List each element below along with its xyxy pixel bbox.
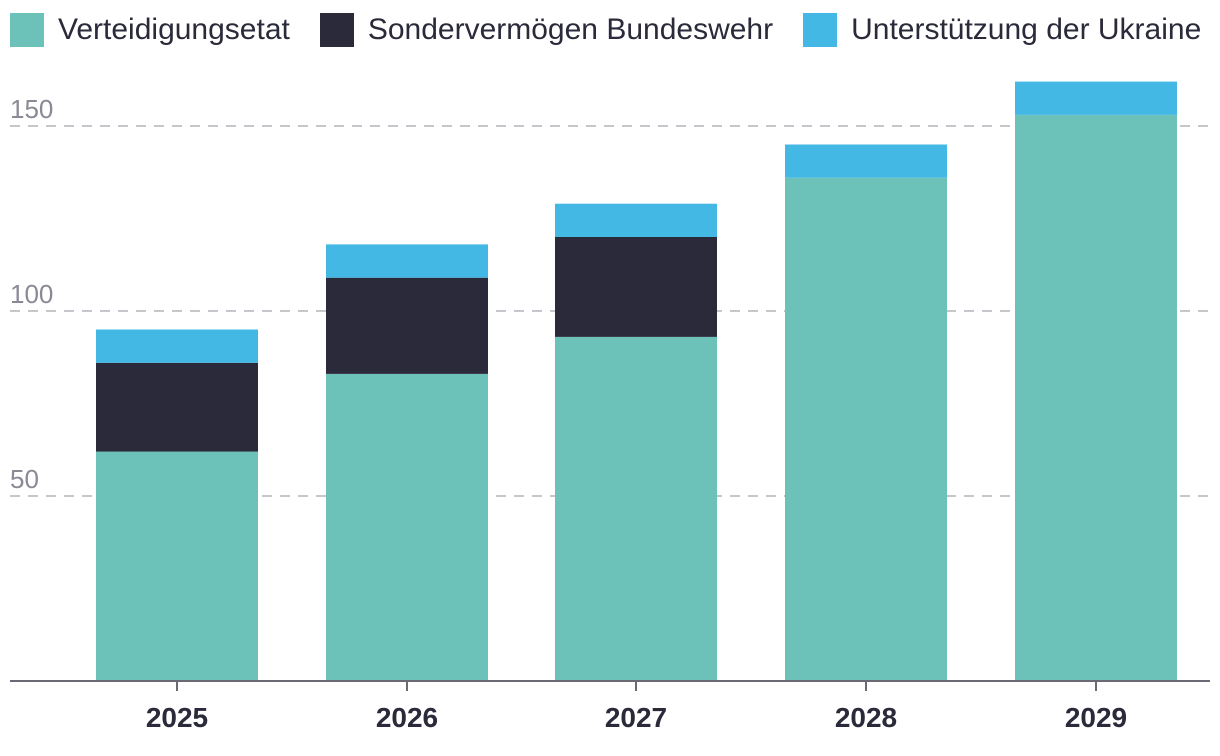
legend: Verteidigungsetat Sondervermögen Bundesw… — [10, 10, 1220, 50]
bar-2029-series-2 — [1015, 81, 1177, 115]
legend-swatch — [319, 13, 354, 47]
bar-2026-series-2 — [326, 244, 488, 278]
bar-2028-series-2 — [785, 144, 947, 178]
bar-2028-series-0 — [785, 177, 947, 682]
bar-2029-series-0 — [1015, 114, 1177, 681]
x-tick-label: 2028 — [835, 702, 897, 733]
legend-item-sondervermoegen: Sondervermögen Bundeswehr — [319, 13, 774, 47]
bar-2025-series-2 — [96, 329, 258, 363]
x-tick-label: 2029 — [1065, 702, 1127, 733]
y-tick-label: 50 — [10, 464, 39, 494]
bar-2027-series-2 — [555, 203, 717, 237]
y-tick-label: 100 — [10, 279, 53, 309]
legend-item-ukraine: Unterstützung der Ukraine — [803, 13, 1201, 47]
bar-2027-series-1 — [555, 237, 717, 337]
legend-swatch — [10, 13, 44, 47]
x-tick-label: 2027 — [605, 702, 667, 733]
bar-2027-series-0 — [555, 336, 717, 681]
legend-swatch — [803, 13, 838, 47]
y-tick-label: 150 — [10, 94, 53, 124]
legend-label: Sondervermögen Bundeswehr — [367, 13, 774, 46]
bar-2025-series-1 — [96, 362, 258, 452]
x-tick-label: 2026 — [376, 702, 438, 733]
x-tick-label: 2025 — [146, 702, 208, 733]
bar-2025-series-0 — [96, 451, 258, 681]
legend-item-verteidigungsetat: Verteidigungsetat — [10, 13, 290, 47]
legend-label: Verteidigungsetat — [58, 13, 290, 46]
bar-2026-series-0 — [326, 373, 488, 681]
legend-label: Unterstützung der Ukraine — [851, 13, 1202, 46]
bar-2026-series-1 — [326, 277, 488, 374]
